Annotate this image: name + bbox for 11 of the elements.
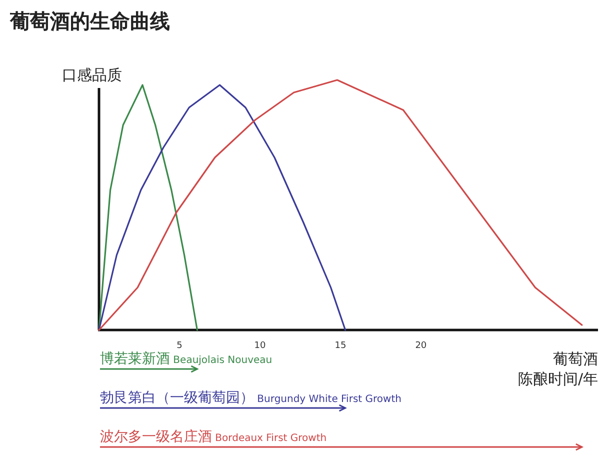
series-label: 博若莱新酒 Beaujolais Nouveau — [100, 351, 272, 367]
text: 波尔多一级名庄酒 Bordeaux First Growth — [100, 429, 327, 445]
text: 勃艮第白（一级葡萄园） Burgundy White First Growth — [100, 390, 402, 406]
x-tick-label: 15 — [334, 341, 346, 351]
text: 葡萄酒 — [553, 350, 598, 368]
x-tick-label: 10 — [254, 341, 266, 351]
x-tick-label: 5 — [176, 341, 182, 351]
x-tick-label: 20 — [415, 341, 427, 351]
y-axis-title: 口感品质 — [62, 66, 122, 84]
chart-title: 葡萄酒的生命曲线 — [9, 9, 170, 33]
x-axis-title: 陈酿时间/年 — [518, 370, 598, 388]
